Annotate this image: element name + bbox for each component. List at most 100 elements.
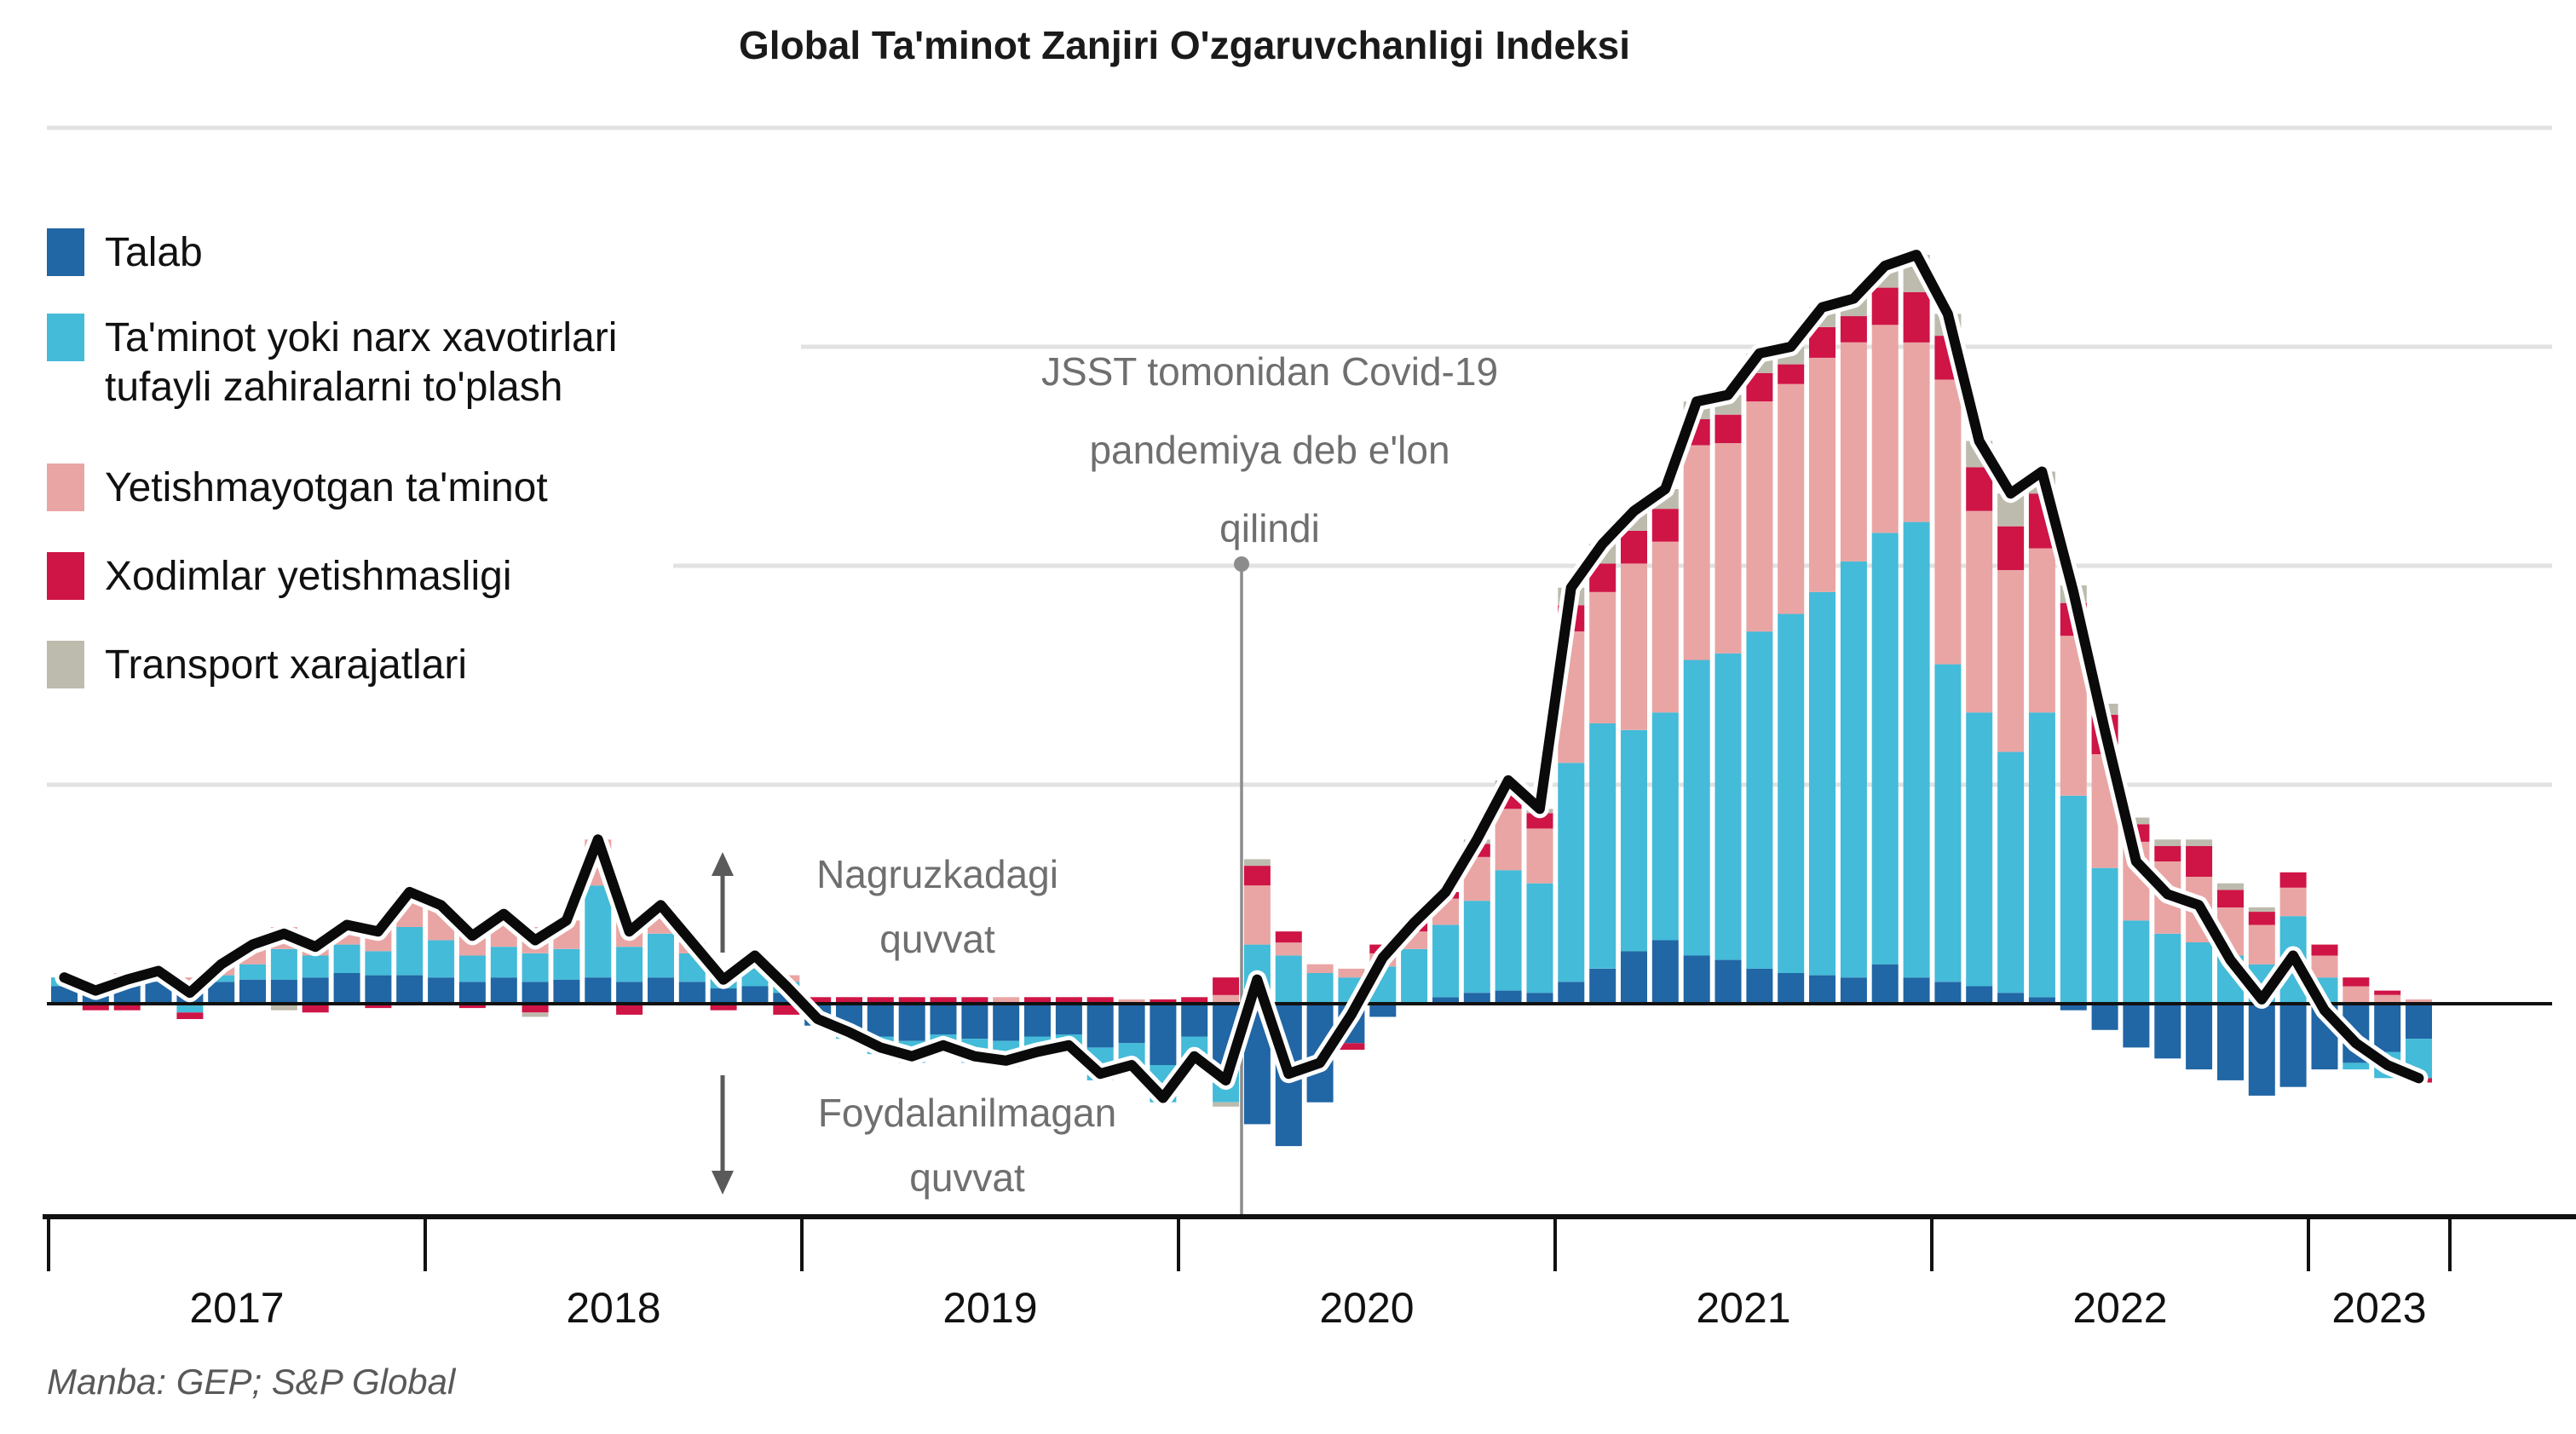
bar-talab-2017-08: [270, 979, 297, 1004]
bar-zahiralar-2022-07: [2123, 920, 2150, 1004]
bar-xodimlar-2020-04: [1275, 931, 1302, 943]
bar-yetishmayotgan-2022-12: [2279, 887, 2307, 917]
bar-talab-2020-09: [1432, 997, 1459, 1004]
bar-talab-2021-01: [1558, 982, 1585, 1004]
bar-yetishmayotgan-2022-11: [2248, 924, 2275, 965]
bar-talab-2018-07: [616, 982, 643, 1004]
legend-item-label: Talab: [105, 230, 203, 275]
bar-talab-2023-03: [2374, 1004, 2401, 1052]
bar-xodimlar-2017-03: [113, 1004, 141, 1011]
bar-xodimlar-2021-12: [1903, 291, 1930, 343]
bar-zahiralar-2018-03: [490, 947, 517, 978]
bar-talab-2020-07: [1369, 1004, 1397, 1017]
bar-yetishmayotgan-2020-06: [1338, 968, 1365, 978]
bar-xodimlar-2019-01: [804, 997, 832, 1004]
bar-talab-2022-03: [1997, 993, 2025, 1005]
bar-xodimlar-2022-09: [2186, 846, 2213, 877]
x-tick-label-2017: 2017: [189, 1284, 284, 1332]
x-tick-label-2020: 2020: [1319, 1284, 1414, 1332]
bar-yetishmayotgan-2019-07: [993, 997, 1020, 1004]
x-tick-label-2022: 2022: [2072, 1284, 2167, 1332]
bar-talab-2018-09: [678, 982, 706, 1004]
bar-xodimlar-2022-11: [2248, 912, 2275, 925]
bar-talab-2020-01: [1181, 1004, 1208, 1037]
bar-zahiralar-2018-02: [458, 955, 486, 982]
bar-yetishmayotgan-2017-05: [176, 977, 204, 982]
bar-talab-2021-07: [1746, 968, 1773, 1004]
bar-talab-2022-06: [2091, 1004, 2118, 1030]
bar-talab-2021-05: [1683, 955, 1710, 1004]
bar-talab-2022-11: [2248, 1004, 2275, 1096]
bar-talab-2018-08: [648, 977, 674, 1004]
covid-marker-dot: [1234, 556, 1249, 572]
bar-xodimlar-2017-11: [365, 1004, 392, 1009]
bar-talab-2020-12: [1526, 993, 1553, 1005]
bar-talab-2018-11: [741, 986, 769, 1004]
covid-annotation-line3: qilindi: [1219, 506, 1320, 550]
bar-zahiralar-2017-12: [396, 927, 424, 976]
bar-zahiralar-2021-02: [1589, 723, 1616, 969]
capacity-down-label-line2: quvvat: [909, 1155, 1025, 1200]
bar-yetishmayotgan-2019-11: [1118, 999, 1145, 1004]
bar-zahiralar-2022-05: [2060, 795, 2087, 1004]
bar-yetishmayotgan-2021-03: [1621, 563, 1647, 730]
legend-item-2: Yetishmayotgan ta'minot: [47, 464, 548, 513]
capacity-up-label-line1: Nagruzkadagi: [816, 852, 1058, 896]
bar-yetishmayotgan-2021-05: [1683, 445, 1710, 660]
x-tick-label-2021: 2021: [1696, 1284, 1790, 1332]
capacity-down-label-line1: Foydalanilmagan: [818, 1091, 1116, 1135]
bar-talab-2019-12: [1150, 1004, 1177, 1065]
bar-transport-2018-04: [522, 1012, 549, 1017]
covid-annotation-line1: JSST tomonidan Covid-19: [1041, 349, 1498, 394]
bar-xodimlar-2019-12: [1150, 999, 1177, 1004]
bar-transport-2022-07: [2123, 817, 2150, 825]
bar-xodimlar-2019-02: [836, 997, 862, 1004]
bar-yetishmayotgan-2022-04: [2028, 548, 2055, 713]
bar-talab-2022-09: [2186, 1004, 2213, 1070]
bar-transport-2022-11: [2248, 907, 2275, 912]
bar-talab-2019-05: [930, 1004, 957, 1034]
bar-zahiralar-2020-12: [1526, 883, 1553, 993]
bar-talab-2021-09: [1809, 975, 1835, 1004]
bar-zahiralar-2018-07: [616, 947, 643, 982]
bar-zahiralar-2021-06: [1714, 653, 1742, 960]
bar-yetishmayotgan-2021-07: [1746, 401, 1773, 632]
bar-talab-2021-04: [1651, 940, 1679, 1004]
bar-talab-2019-11: [1118, 1004, 1145, 1044]
bar-yetishmayotgan-2021-11: [1871, 325, 1899, 533]
bar-talab-2019-03: [867, 1004, 894, 1037]
bar-zahiralar-2023-02: [2343, 1063, 2370, 1070]
bar-talab-2019-08: [1024, 1004, 1051, 1037]
x-tick-label-2019: 2019: [942, 1284, 1037, 1332]
bar-xodimlar-2020-06: [1338, 1043, 1365, 1050]
bar-zahiralar-2022-09: [2186, 942, 2213, 1004]
index-line: [59, 250, 2424, 1103]
source-note: Manba: GEP; S&P Global: [47, 1362, 456, 1402]
bar-yetishmayotgan-2020-11: [1495, 809, 1522, 871]
bar-transport-2017-08: [270, 1004, 297, 1011]
x-tick-label-2018: 2018: [566, 1284, 660, 1332]
bar-zahiralar-2022-03: [1997, 752, 2025, 993]
bar-talab-2019-04: [898, 1004, 925, 1041]
bar-zahiralar-2022-01: [1934, 664, 1962, 982]
bar-talab-2021-06: [1714, 959, 1742, 1004]
bar-yetishmayotgan-2021-10: [1840, 342, 1867, 562]
bar-yetishmayotgan-2020-04: [1275, 942, 1302, 956]
legend-item-4: Transport xarajatlari: [47, 641, 467, 690]
bar-talab-2018-05: [553, 979, 580, 1004]
bar-xodimlar-2018-07: [616, 1004, 643, 1015]
bar-zahiralar-2020-05: [1306, 973, 1334, 1004]
bar-xodimlar-2021-08: [1778, 364, 1805, 384]
bar-talab-2018-10: [710, 988, 737, 1004]
capacity-up-label-line2: quvvat: [879, 917, 995, 961]
bar-xodimlar-2021-03: [1621, 530, 1647, 564]
bar-xodimlar-2022-02: [1966, 467, 1993, 511]
bar-talab-2019-07: [993, 1004, 1020, 1041]
bar-xodimlar-2019-03: [867, 997, 894, 1004]
bar-talab-2019-09: [1055, 1004, 1082, 1034]
bar-xodimlar-2019-04: [898, 997, 925, 1004]
legend-swatch-icon: [47, 228, 84, 276]
bar-yetishmayotgan-2022-03: [1997, 570, 2025, 752]
bar-zahiralar-2021-04: [1651, 712, 1679, 941]
